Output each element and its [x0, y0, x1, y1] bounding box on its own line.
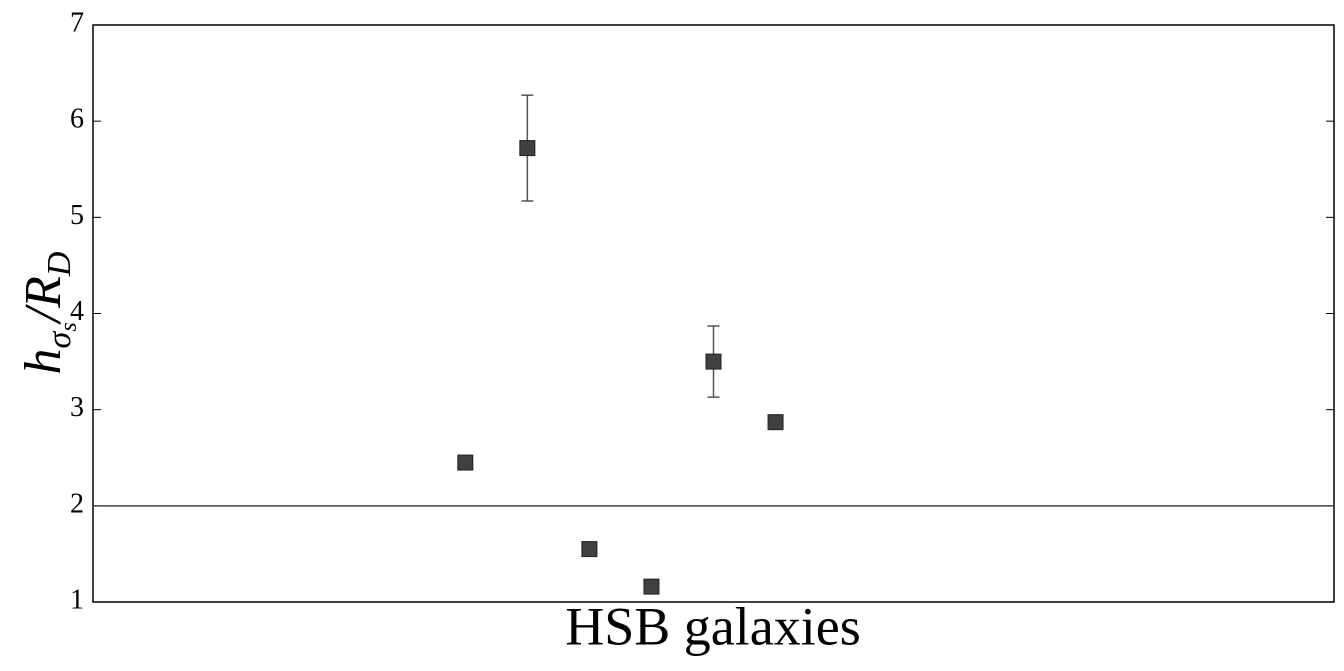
y-label-part: /R	[15, 276, 72, 325]
y-tick-label: 6	[70, 104, 84, 135]
y-label-part: h	[15, 348, 72, 374]
point	[705, 353, 722, 370]
y-tick-label: 3	[70, 392, 84, 423]
point	[581, 541, 598, 558]
y-tick-label: 7	[70, 7, 84, 38]
point	[643, 578, 660, 595]
point	[457, 454, 474, 471]
y-tick-label: 4	[70, 296, 84, 327]
y-tick-label: 2	[70, 488, 84, 519]
y-label-part: σ	[41, 330, 78, 348]
y-tick-label: 1	[70, 584, 84, 615]
point	[519, 140, 536, 157]
point	[767, 414, 784, 431]
x-axis-label: HSB galaxies	[565, 596, 860, 656]
y-label-part: s	[56, 322, 82, 331]
y-axis-label: hσs/RD	[15, 251, 82, 374]
plot-frame	[92, 24, 1335, 603]
y-label-part: D	[41, 251, 78, 277]
y-tick-label: 5	[70, 200, 84, 231]
